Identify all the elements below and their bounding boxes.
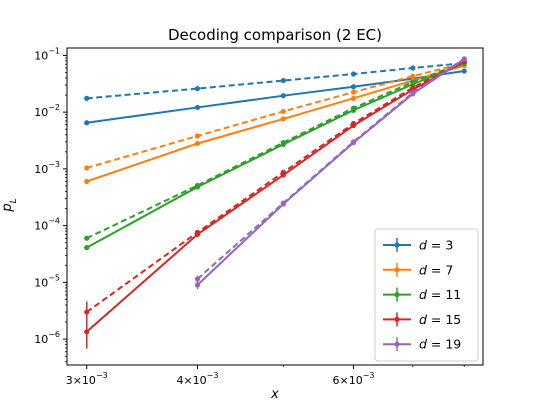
series-d-15-solid-point <box>280 172 286 178</box>
series-d-7-solid-point <box>280 116 286 122</box>
series-d-7-dashed-line <box>86 62 465 169</box>
legend-item-d-11: d = 11 <box>383 287 461 302</box>
series-d-3-solid-point <box>84 120 90 126</box>
legend-label: d = 11 <box>419 287 461 302</box>
legend-swatch-marker <box>394 316 400 322</box>
series-d-7-solid-point <box>350 95 357 101</box>
legend-swatch-marker <box>394 341 400 347</box>
series-d-11-dashed-line <box>86 61 465 240</box>
series-d-7-dashed-point <box>84 165 90 171</box>
legend-item-d-3: d = 3 <box>383 238 453 253</box>
series-d-3-dashed-line <box>86 62 465 100</box>
legend-item-d-15: d = 15 <box>383 312 461 327</box>
series-d-3-solid-point <box>194 104 201 111</box>
legend-label: d = 19 <box>419 337 461 352</box>
series-d-3-dashed-point <box>280 77 286 84</box>
series-d-11-solid-line <box>86 62 465 249</box>
series-d-3-dashed-point <box>84 95 90 101</box>
x-axis-label: x <box>270 387 279 402</box>
series-d-7-dashed-point <box>280 108 286 115</box>
series-d-15 <box>84 58 467 349</box>
series-d-3-solid-point <box>350 84 357 90</box>
series-d-3-solid-point <box>280 93 286 99</box>
legend-label: d = 15 <box>419 312 461 327</box>
series-d-19 <box>194 56 467 290</box>
series-d-11-dashed-point <box>84 235 90 241</box>
legend-label: d = 3 <box>419 238 453 253</box>
series-d-3-dashed-point <box>350 71 357 77</box>
legend-item-d-19: d = 19 <box>383 337 461 352</box>
legend: d = 3 d = 7 d = 11 d = 15 d = 19 <box>374 228 479 362</box>
series-d-19-solid-point <box>410 91 416 97</box>
series-d-11-solid-point <box>194 184 201 190</box>
series-d-7-dashed-point <box>410 73 416 79</box>
series-d-15-dashed-point <box>84 309 90 315</box>
legend-box <box>374 228 479 362</box>
series-d-15-solid-point <box>350 122 357 129</box>
series-d-19-solid-point <box>194 282 201 288</box>
series-d-15-solid-point <box>84 329 90 335</box>
series-d-7-solid-point <box>194 140 201 147</box>
series-d-15-solid-point <box>194 231 201 238</box>
series-d-11-solid-point <box>280 141 286 148</box>
plot-frame <box>66 47 484 366</box>
series-d-19-dashed-point <box>194 276 201 282</box>
series-d-11-solid-point <box>84 245 90 251</box>
series-d-7-dashed-point <box>194 133 201 139</box>
legend-swatch-marker <box>394 292 400 298</box>
legend-swatch-marker <box>394 267 400 273</box>
series-d-19-solid-point <box>350 140 357 146</box>
series-d-3-dashed-point <box>410 65 416 71</box>
series-d-11 <box>84 59 467 251</box>
series-d-3-solid-point <box>461 68 467 74</box>
series-d-19-solid-point <box>280 201 286 207</box>
series-d-19-solid-point <box>461 56 467 62</box>
legend-swatch-marker <box>394 242 400 248</box>
chart-title: Decoding comparison (2 EC) <box>168 26 382 44</box>
series-d-7-solid-point <box>84 178 90 185</box>
plot-area <box>84 56 467 349</box>
series-d-3-dashed-point <box>194 85 201 92</box>
series-d-15-solid-line <box>86 60 465 333</box>
series-d-7-dashed-point <box>350 89 357 95</box>
series-d-11-solid-point <box>350 107 357 113</box>
legend-item-d-7: d = 7 <box>383 262 453 277</box>
legend-label: d = 7 <box>419 262 453 277</box>
